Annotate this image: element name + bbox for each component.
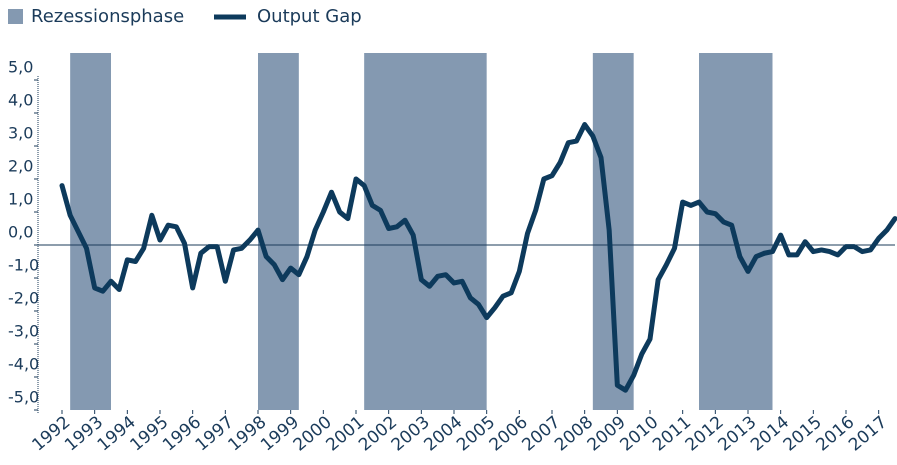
y-tick-label: 4,0: [8, 91, 33, 110]
y-tick-label: -1,0: [8, 256, 39, 275]
x-tick-label: 2017: [845, 412, 891, 455]
y-tick-label: -5,0: [8, 388, 39, 407]
recession-band: [592, 53, 634, 410]
legend-label: Rezessionsphase: [31, 6, 184, 27]
y-tick-label: 3,0: [8, 124, 33, 143]
legend-swatch: [8, 9, 23, 24]
y-tick-label: -2,0: [8, 289, 39, 308]
y-tick-label: 2,0: [8, 157, 33, 176]
legend-label: Output Gap: [257, 6, 362, 27]
y-tick-label: 0,0: [8, 223, 33, 242]
recession-band: [364, 53, 487, 410]
y-tick-label: -3,0: [8, 322, 39, 341]
y-tick-label: -4,0: [8, 355, 39, 374]
y-tick-label: 5,0: [8, 58, 33, 77]
y-tick-label: 1,0: [8, 190, 33, 209]
recession-band: [258, 53, 299, 410]
data-line: [59, 122, 897, 393]
